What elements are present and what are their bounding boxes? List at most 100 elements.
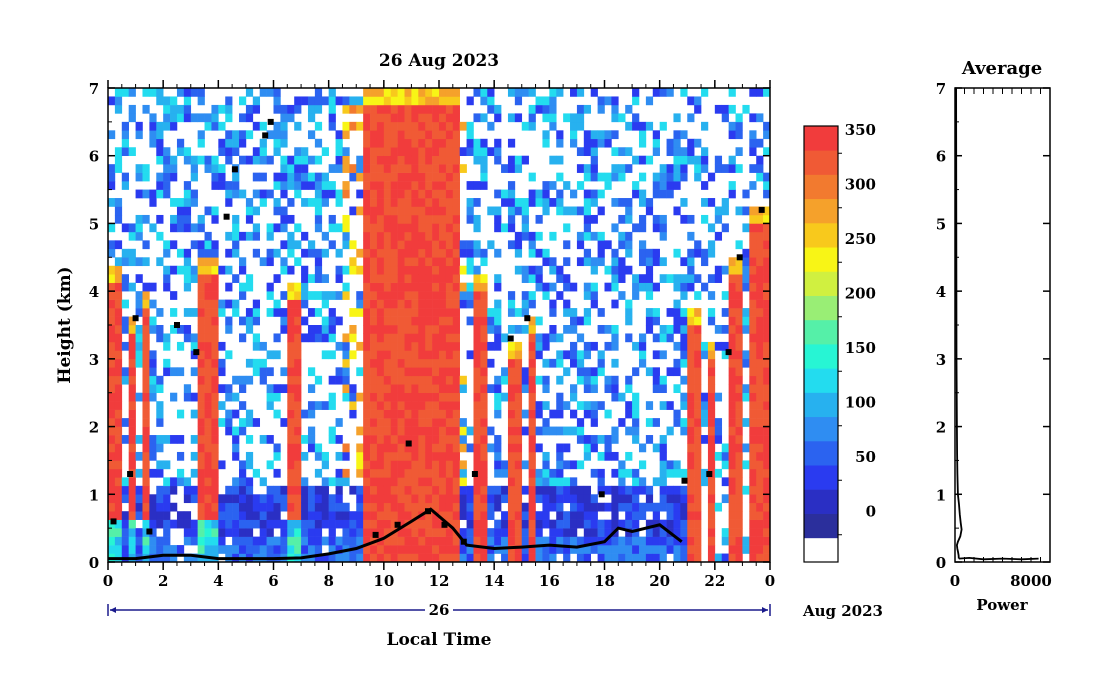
heatmap-cell	[625, 104, 633, 114]
heatmap-cell	[156, 401, 164, 410]
heatmap-cell	[225, 138, 233, 148]
heatmap-cell	[176, 367, 185, 377]
heatmap-cell	[728, 367, 736, 377]
heatmap-cell	[363, 477, 371, 487]
heatmap-cell	[480, 96, 488, 106]
heatmap-cell	[507, 426, 516, 436]
heatmap-cell	[121, 248, 129, 258]
heatmap-cell	[514, 96, 523, 106]
heatmap-cell	[280, 257, 288, 267]
heatmap-cell	[542, 113, 550, 123]
heatmap-cell	[411, 164, 419, 173]
heatmap-cell	[570, 511, 578, 520]
heatmap-cell	[197, 494, 205, 504]
heatmap-cell	[183, 325, 192, 334]
heatmap-cell	[514, 392, 523, 402]
heatmap-cell	[425, 291, 433, 300]
heatmap-cell	[694, 477, 702, 487]
heatmap-cell	[756, 350, 764, 360]
heatmap-cell	[528, 121, 536, 131]
heatmap-cell	[652, 130, 660, 140]
heatmap-cell	[666, 181, 674, 190]
heatmap-cell	[542, 401, 550, 410]
heatmap-cell	[494, 528, 502, 537]
heatmap-cell	[259, 147, 267, 157]
heatmap-cell	[756, 333, 764, 343]
heatmap-cell	[183, 248, 192, 258]
heatmap-cell	[749, 528, 757, 537]
heatmap-cell	[638, 282, 647, 292]
heatmap-cell	[404, 384, 412, 394]
heatmap-cell	[397, 409, 405, 419]
heatmap-cell	[535, 248, 543, 258]
heatmap-cell	[411, 172, 419, 182]
heatmap-cell	[390, 223, 398, 233]
heatmap-cell	[576, 367, 585, 377]
heatmap-cell	[673, 485, 681, 495]
heatmap-cell	[487, 426, 495, 436]
heatmap-cell	[445, 375, 454, 385]
heatmap-cell	[135, 528, 143, 537]
heatmap-cell	[556, 138, 564, 148]
heatmap-cell	[763, 147, 770, 157]
heatmap-cell	[225, 265, 233, 275]
heatmap-cell	[528, 485, 536, 495]
heatmap-cell	[307, 130, 316, 140]
heatmap-cell	[294, 172, 302, 182]
heatmap-cell	[466, 545, 474, 554]
heatmap-cell	[487, 96, 495, 106]
heatmap-cell	[294, 341, 302, 351]
heatmap-cell	[225, 426, 233, 436]
heatmap-cell	[335, 468, 343, 478]
heatmap-cell	[590, 341, 598, 351]
heatmap-cell	[425, 325, 433, 334]
heatmap-cell	[163, 553, 171, 562]
heatmap-cell	[225, 96, 233, 106]
heatmap-cell	[473, 443, 481, 453]
heatmap-cell	[604, 375, 612, 385]
heatmap-cell	[259, 341, 267, 351]
heatmap-cell	[190, 164, 198, 173]
heatmap-cell	[376, 485, 385, 495]
heatmap-cell	[411, 341, 419, 351]
heatmap-cell	[694, 528, 702, 537]
heatmap-cell	[425, 460, 433, 470]
heatmap-cell	[328, 223, 336, 233]
heatmap-cell	[528, 384, 536, 394]
heatmap-cell	[432, 435, 440, 444]
heatmap-cell	[335, 316, 343, 326]
heatmap-cell	[259, 528, 267, 537]
heatmap-cell	[218, 545, 226, 554]
heatmap-cell	[239, 477, 247, 487]
heatmap-cell	[370, 265, 378, 275]
heatmap-cell	[176, 511, 185, 520]
heatmap-cell	[687, 468, 695, 478]
heatmap-cell	[411, 553, 419, 562]
heatmap-cell	[342, 181, 350, 190]
heatmap-cell	[245, 316, 254, 326]
heatmap-cell	[445, 291, 454, 300]
heatmap-cell	[632, 528, 640, 537]
heatmap-cell	[432, 477, 440, 487]
heatmap-cell	[625, 409, 633, 419]
heatmap-cell	[666, 468, 674, 478]
heatmap-cell	[652, 181, 660, 190]
heatmap-cell	[328, 189, 336, 199]
heatmap-cell	[397, 528, 405, 537]
heatmap-cell	[259, 198, 267, 207]
heatmap-cell	[445, 502, 454, 512]
heatmap-cell	[659, 528, 667, 537]
heatmap-cell	[583, 214, 592, 224]
heatmap-cell	[714, 553, 723, 562]
heatmap-cell	[128, 545, 136, 554]
heatmap-cell	[439, 274, 447, 283]
heatmap-cell	[307, 155, 316, 165]
heatmap-cell	[397, 316, 405, 326]
heatmap-cell	[728, 553, 736, 562]
heatmap-cell	[645, 274, 654, 283]
heatmap-cell	[301, 299, 309, 309]
heatmap-cell	[721, 104, 729, 114]
heatmap-cell	[597, 435, 605, 444]
heatmap-cell	[611, 553, 619, 562]
heatmap-cell	[404, 494, 412, 504]
